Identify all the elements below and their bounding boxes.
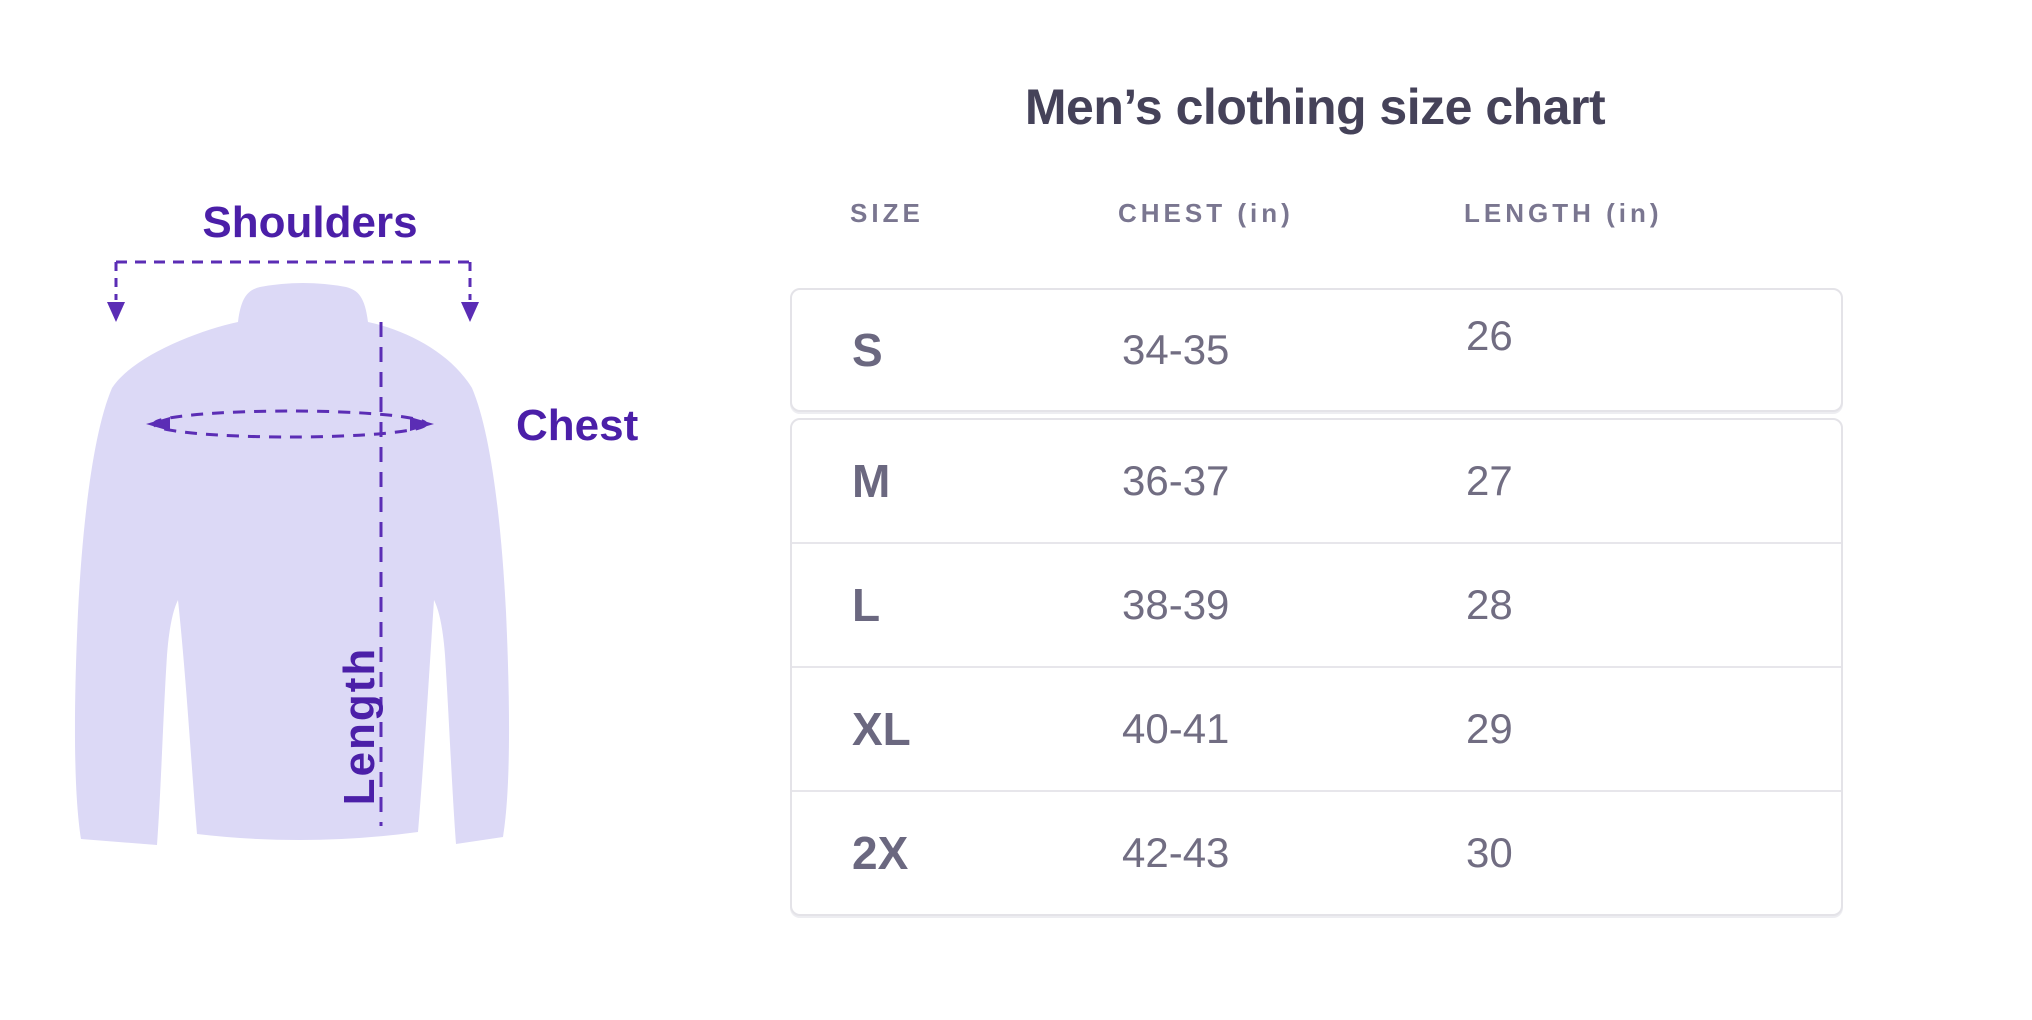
arrow-right-icon: [410, 417, 434, 431]
arrow-down-left-icon: [107, 302, 125, 322]
length-cell: 30: [1466, 829, 1513, 876]
chest-cell: 36-37: [1122, 457, 1230, 504]
length-cell: 27: [1466, 457, 1513, 504]
size-cell: XL: [852, 703, 911, 755]
column-header-chest: CHEST (in): [1118, 198, 1294, 228]
size-cell: M: [852, 455, 891, 507]
table-row: XL 40-41 29: [792, 668, 1841, 792]
size-table-card-s: S 34-35 26: [790, 288, 1843, 412]
size-table-card-rest: M 36-37 27 L 38-39 28 XL 40-41 29 2X 42-…: [790, 418, 1843, 916]
shirt-silhouette: [74, 283, 510, 845]
size-cell: 2X: [852, 827, 909, 879]
length-cell: 29: [1466, 705, 1513, 752]
arrow-left-icon: [146, 417, 170, 431]
size-cell: L: [852, 579, 881, 631]
length-label: Length: [335, 647, 384, 806]
chest-cell: 38-39: [1122, 581, 1230, 628]
size-cell: S: [852, 324, 883, 376]
chest-label: Chest: [516, 401, 639, 450]
column-header-size: SIZE: [850, 198, 924, 228]
page-title: Men’s clothing size chart: [1024, 79, 1606, 135]
table-row: S 34-35 26: [792, 290, 1841, 410]
chest-cell: 42-43: [1122, 829, 1230, 876]
shirt-measurement-diagram: Shoulders Chest Length: [74, 198, 639, 845]
size-table-header-row: SIZE CHEST (in) LENGTH (in): [790, 198, 1843, 232]
length-cell: 28: [1466, 581, 1513, 628]
arrow-down-right-icon: [461, 302, 479, 322]
column-header-length: LENGTH (in): [1464, 198, 1663, 228]
chest-cell: 34-35: [1122, 326, 1230, 373]
shoulders-measure-line: [114, 260, 472, 300]
table-row: M 36-37 27: [792, 420, 1841, 544]
shoulders-label: Shoulders: [202, 198, 417, 247]
chest-cell: 40-41: [1122, 705, 1230, 752]
table-row: L 38-39 28: [792, 544, 1841, 668]
length-cell: 26: [1466, 312, 1513, 359]
table-row: 2X 42-43 30: [792, 792, 1841, 914]
